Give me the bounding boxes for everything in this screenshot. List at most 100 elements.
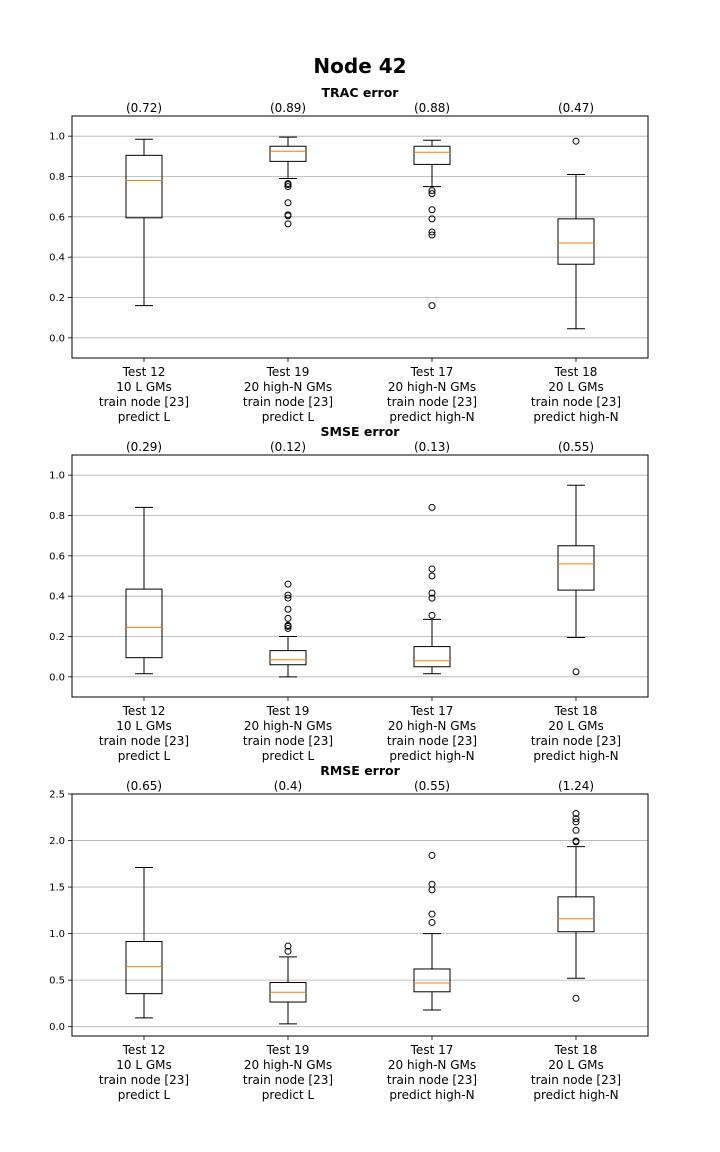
outlier-point xyxy=(428,572,436,580)
x-tick-label: train node [23] xyxy=(243,395,333,409)
subplot-1: 0.0 0.2 0.4 0.6 0.8 1.0 TRAC error (0.72) Test 1… xyxy=(49,85,649,424)
y-tick-label: 0.0 xyxy=(49,333,65,344)
outlier-point xyxy=(572,818,580,826)
mean-label: (0.55) xyxy=(558,440,594,454)
y-tick-label: 0.8 xyxy=(49,511,65,522)
x-tick-label: predict L xyxy=(118,410,171,424)
x-tick-label: Test 18 xyxy=(554,365,598,379)
iqr-box xyxy=(557,896,595,933)
outlier-point xyxy=(428,231,436,239)
outlier-point xyxy=(284,580,292,588)
y-tick-label: 0.6 xyxy=(49,212,65,223)
y-tick-label: 0.0 xyxy=(49,1022,65,1033)
outlier-point xyxy=(284,183,292,191)
x-tick-label: Test 19 xyxy=(266,365,310,379)
x-tick-label: Test 17 xyxy=(410,704,454,718)
outlier-point xyxy=(428,565,436,573)
y-tick-label: 1.5 xyxy=(49,883,65,894)
outlier-point xyxy=(284,942,292,950)
x-tick-label: Test 12 xyxy=(122,704,166,718)
axes-frame xyxy=(71,793,649,1037)
x-tick-label: Test 18 xyxy=(554,704,598,718)
outlier-point xyxy=(284,614,292,622)
outlier-point xyxy=(284,591,292,599)
y-tick-label: 0.2 xyxy=(49,293,65,304)
mean-label: (0.13) xyxy=(414,440,450,454)
x-tick-label: train node [23] xyxy=(243,1073,333,1087)
iqr-box xyxy=(557,218,595,265)
x-tick-label: 10 L GMs xyxy=(116,1058,172,1072)
mean-label: (1.24) xyxy=(558,779,594,793)
x-tick-label: train node [23] xyxy=(243,734,333,748)
x-tick-label: Test 19 xyxy=(266,1043,310,1057)
x-tick-label: train node [23] xyxy=(531,395,621,409)
outlier-point xyxy=(572,994,580,1002)
iqr-box xyxy=(125,588,163,659)
x-tick-label: train node [23] xyxy=(99,1073,189,1087)
y-tick-label: 0.4 xyxy=(49,253,65,264)
mean-label: (0.89) xyxy=(270,101,306,115)
outlier-point xyxy=(284,199,292,207)
iqr-box xyxy=(413,145,451,165)
outlier-point xyxy=(428,187,436,195)
x-tick-label: predict high-N xyxy=(533,410,618,424)
axes-frame xyxy=(71,115,649,359)
mean-label: (0.88) xyxy=(414,101,450,115)
mean-label: (0.4) xyxy=(274,779,302,793)
x-tick-label: predict high-N xyxy=(389,749,474,763)
outlier-point xyxy=(428,594,436,602)
x-tick-label: Test 19 xyxy=(266,704,310,718)
outlier-point xyxy=(572,810,580,818)
outlier-point xyxy=(428,611,436,619)
subplot-2: 0.0 0.2 0.4 0.6 0.8 1.0 SMSE error (0.29) Test 1… xyxy=(49,424,649,763)
outlier-point xyxy=(428,589,436,597)
x-tick-label: 20 high-N GMs xyxy=(244,1058,332,1072)
outlier-point xyxy=(572,815,580,823)
panel-title: RMSE error xyxy=(320,763,400,778)
axes-frame xyxy=(71,454,649,698)
x-tick-label: predict L xyxy=(118,1088,171,1102)
x-tick-label: train node [23] xyxy=(531,1073,621,1087)
x-tick-label: predict L xyxy=(262,1088,315,1102)
panel-title: SMSE error xyxy=(321,424,401,439)
outlier-point xyxy=(428,503,436,511)
x-tick-label: predict L xyxy=(262,410,315,424)
iqr-box xyxy=(125,154,163,219)
outlier-point xyxy=(572,137,580,145)
outlier-point xyxy=(284,624,292,632)
panel-title: TRAC error xyxy=(322,85,400,100)
y-tick-label: 0.4 xyxy=(49,592,65,603)
x-tick-label: predict high-N xyxy=(533,749,618,763)
outlier-point xyxy=(284,211,292,219)
x-tick-label: predict high-N xyxy=(389,1088,474,1102)
outlier-point xyxy=(428,215,436,223)
x-tick-label: train node [23] xyxy=(531,734,621,748)
x-tick-label: Test 17 xyxy=(410,365,454,379)
outlier-point xyxy=(284,180,292,188)
outlier-point xyxy=(284,605,292,613)
outlier-point xyxy=(284,947,292,955)
outlier-point xyxy=(428,880,436,888)
iqr-box xyxy=(125,941,163,995)
y-tick-label: 0.0 xyxy=(49,672,65,683)
x-tick-label: 20 high-N GMs xyxy=(244,380,332,394)
x-tick-label: 10 L GMs xyxy=(116,380,172,394)
iqr-box xyxy=(413,968,451,993)
outlier-point xyxy=(428,918,436,926)
mean-label: (0.72) xyxy=(126,101,162,115)
y-tick-label: 0.2 xyxy=(49,632,65,643)
subplots: 0.0 0.2 0.4 0.6 0.8 1.0 TRAC error (0.72) Test 1… xyxy=(49,85,649,1102)
x-tick-label: Test 17 xyxy=(410,1043,454,1057)
